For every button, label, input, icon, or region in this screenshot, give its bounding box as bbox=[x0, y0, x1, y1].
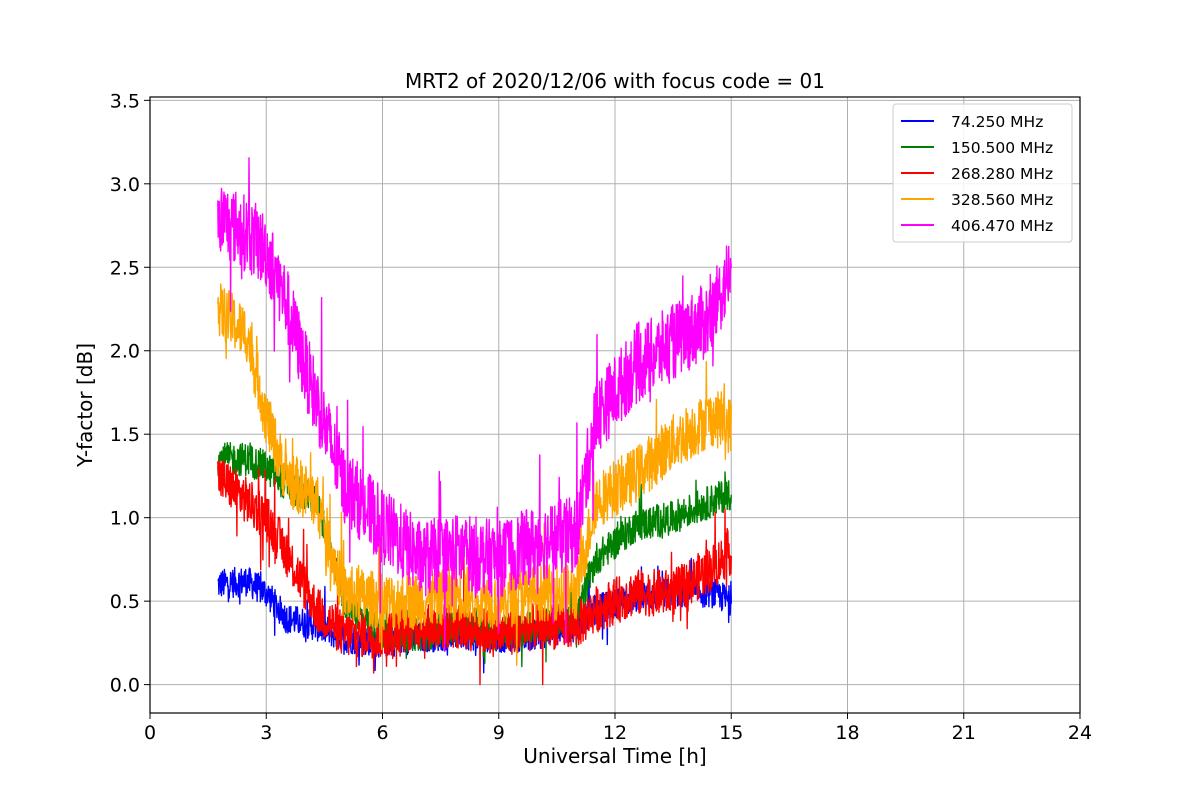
x-tick-label: 0 bbox=[144, 722, 156, 744]
x-tick-label: 12 bbox=[603, 722, 627, 744]
x-tick-label: 24 bbox=[1068, 722, 1092, 744]
axis-ticks: 0 3 6 9 12 15 18 21 24 0.0 0.5 1.0 1.5 2.0 2.5 3.0 3.5 bbox=[110, 90, 1092, 744]
y-tick-label: 1.0 bbox=[110, 508, 140, 530]
x-tick-label: 3 bbox=[260, 722, 272, 744]
legend-label: 328.560 MHz bbox=[951, 191, 1053, 209]
legend-label: 150.500 MHz bbox=[951, 139, 1053, 157]
chart-title: MRT2 of 2020/12/06 with focus code = 01 bbox=[405, 69, 825, 93]
plot-area bbox=[217, 157, 732, 686]
y-tick-label: 1.5 bbox=[110, 424, 140, 446]
legend-box bbox=[892, 103, 1073, 243]
y-tick-label: 2.0 bbox=[110, 341, 140, 363]
y-tick-label: 2.5 bbox=[110, 257, 140, 279]
x-axis-label: Universal Time [h] bbox=[523, 744, 706, 768]
series-line-4 bbox=[217, 157, 732, 652]
series-line-3 bbox=[217, 283, 732, 666]
x-tick-label: 21 bbox=[952, 722, 976, 744]
y-axis-label: Y-factor [dB] bbox=[73, 343, 97, 468]
legend-label: 268.280 MHz bbox=[951, 165, 1053, 183]
y-tick-label: 3.0 bbox=[110, 174, 140, 196]
y-tick-label: 0.5 bbox=[110, 591, 140, 613]
x-tick-label: 9 bbox=[493, 722, 505, 744]
x-tick-label: 18 bbox=[835, 722, 859, 744]
legend: 74.250 MHz 150.500 MHz 268.280 MHz 328.560 … bbox=[892, 103, 1073, 243]
y-tick-label: 0.0 bbox=[110, 675, 140, 697]
legend-label: 74.250 MHz bbox=[951, 113, 1043, 131]
y-tick-label: 3.5 bbox=[110, 90, 140, 112]
legend-label: 406.470 MHz bbox=[951, 217, 1053, 235]
x-tick-label: 6 bbox=[376, 722, 388, 744]
x-tick-label: 15 bbox=[719, 722, 743, 744]
